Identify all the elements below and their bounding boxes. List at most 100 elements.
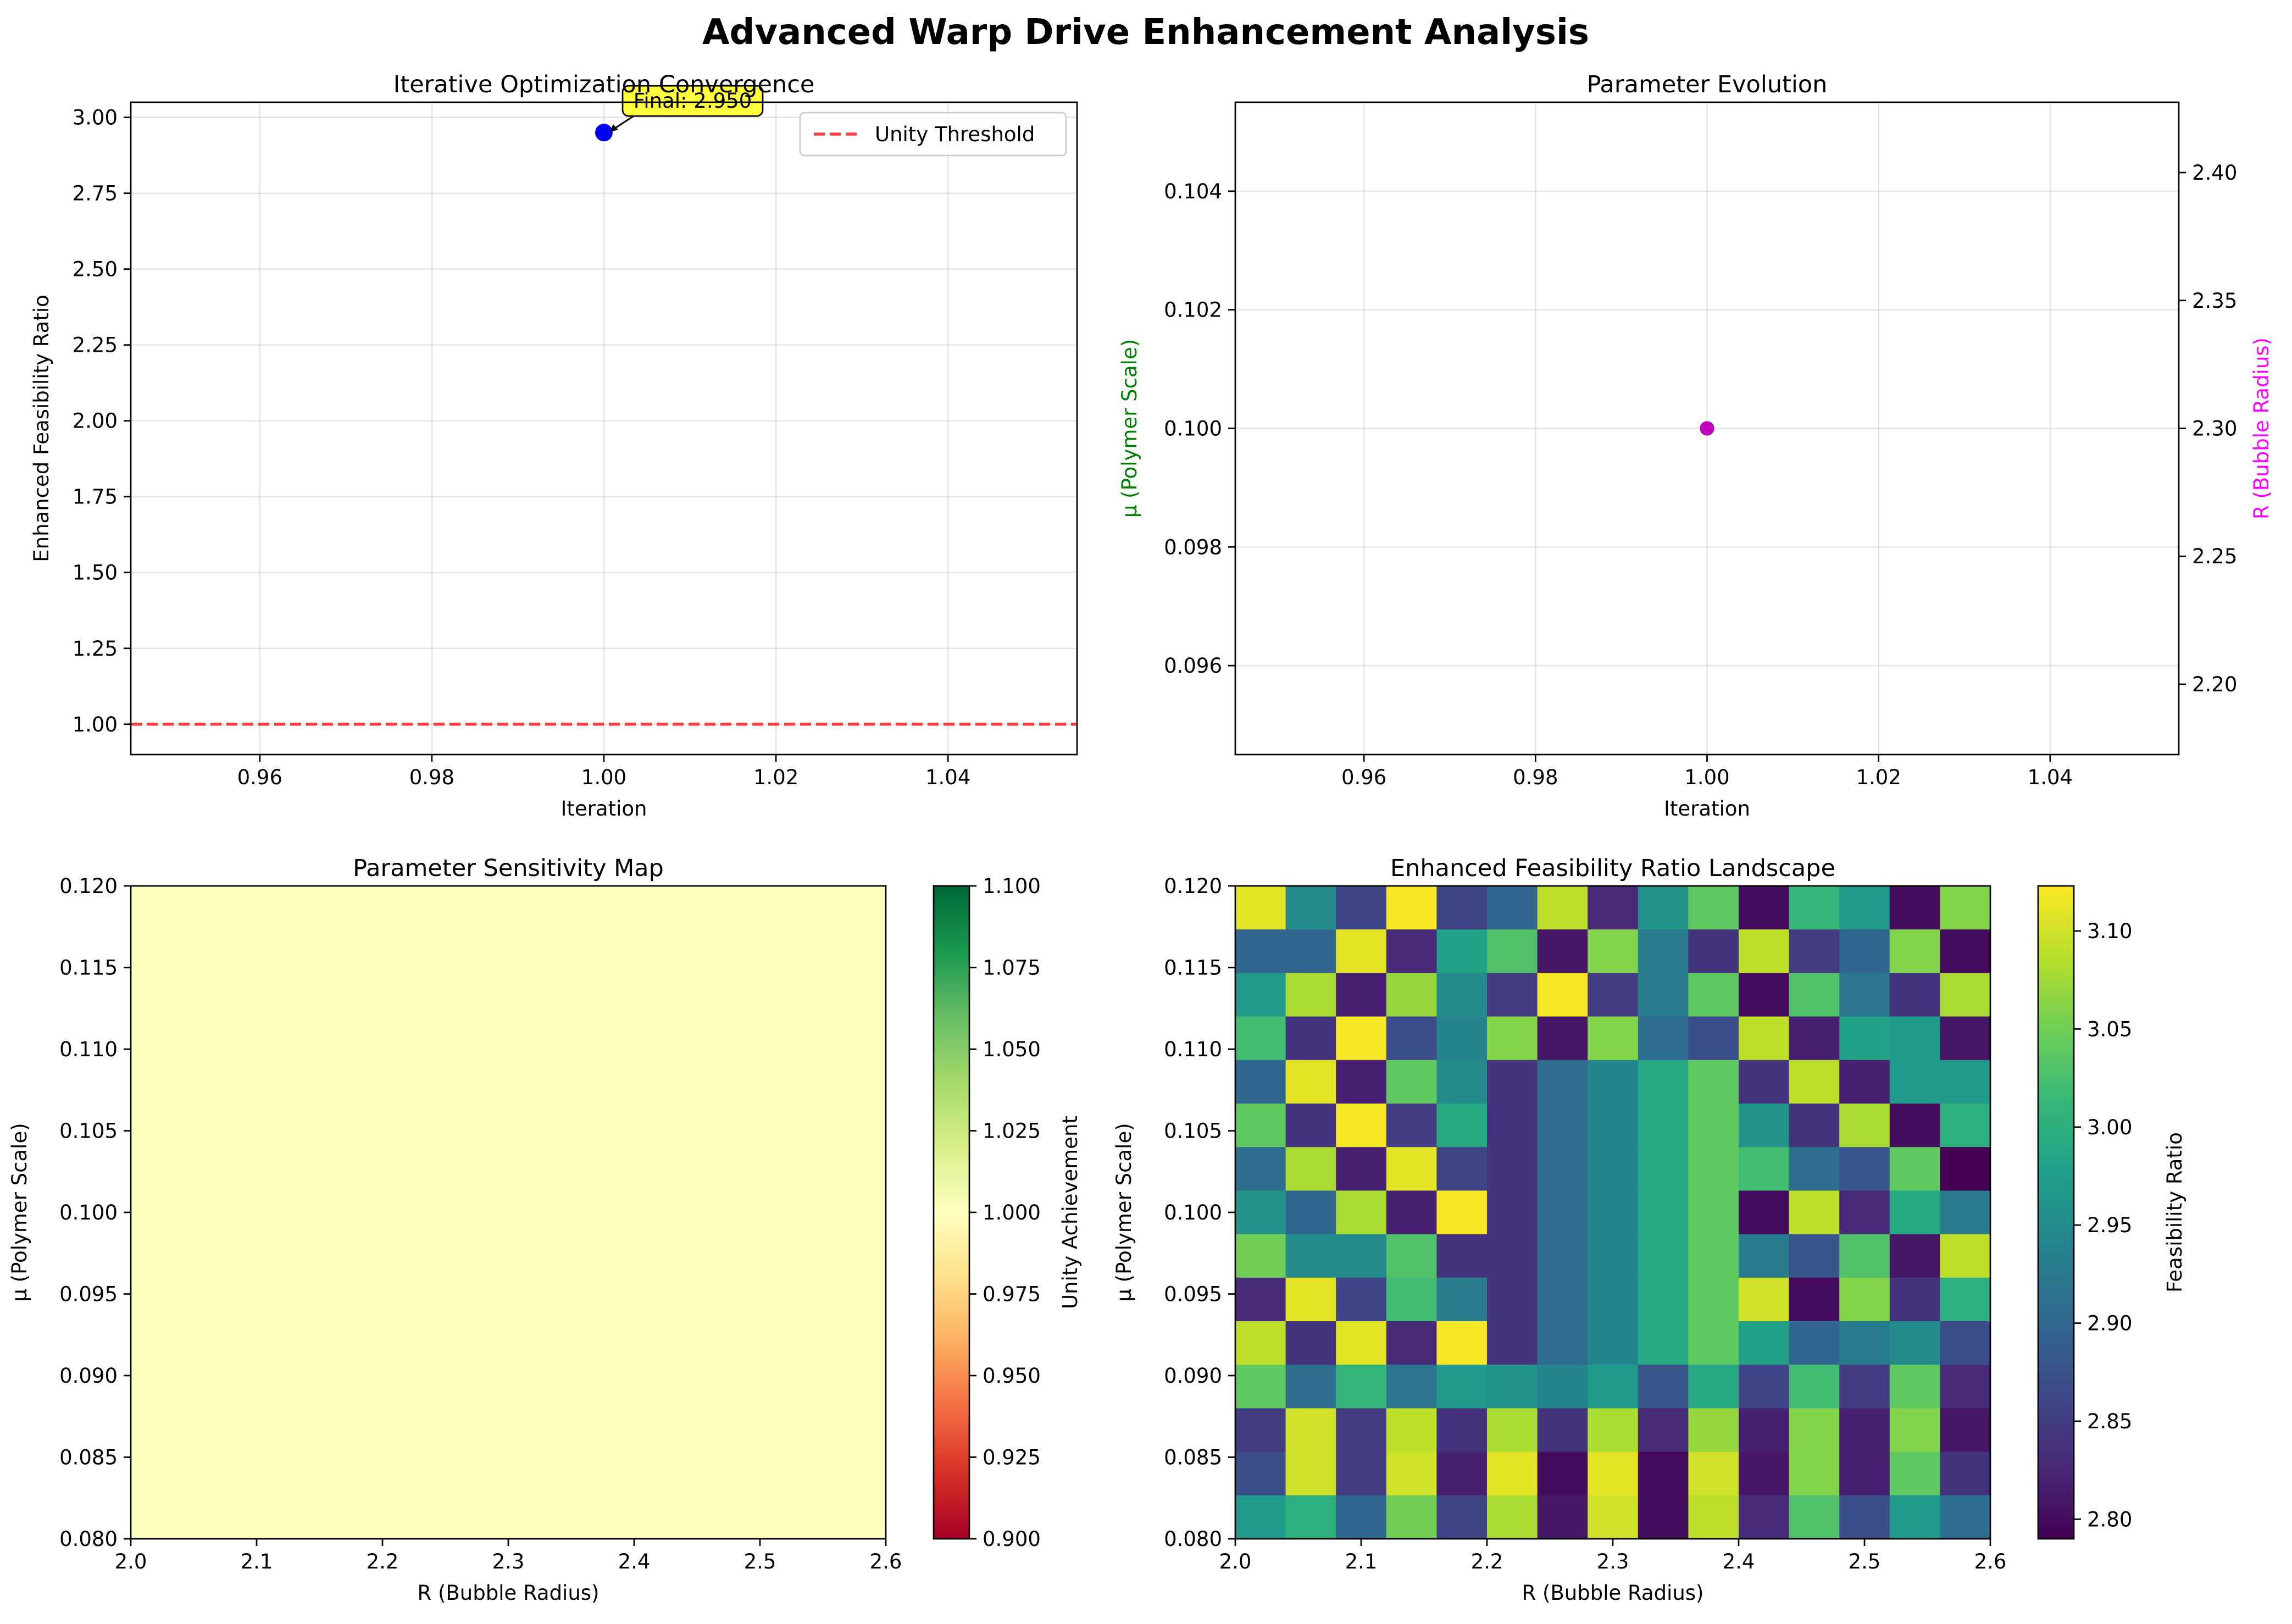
y-tick-label: 0.102 — [1164, 298, 1222, 322]
heatmap-cell — [131, 886, 886, 1539]
heatmap-cell — [1235, 1234, 1286, 1278]
heatmap-cell — [1789, 1365, 1840, 1409]
heatmap-cell — [1839, 973, 1890, 1017]
heatmap-cell — [1940, 1234, 1991, 1278]
heatmap-cell — [1487, 1321, 1538, 1365]
colorbar-label: Unity Achievement — [1058, 1116, 1082, 1309]
x-tick-label: 2.0 — [115, 1550, 147, 1573]
heatmap-cell — [1739, 929, 1790, 973]
x-tick-label: 1.02 — [753, 766, 798, 789]
colorbar-tick-label: 3.05 — [2087, 1017, 2132, 1041]
heatmap-cell — [1739, 1016, 1790, 1061]
heatmap-cell — [1889, 1147, 1940, 1191]
heatmap-cell — [1638, 1060, 1689, 1104]
heatmap-cell — [1940, 1104, 1991, 1148]
heatmap-cell — [1336, 1321, 1387, 1365]
heatmap-cell — [1386, 1190, 1437, 1235]
heatmap-cell — [1588, 973, 1639, 1017]
heatmap-cell — [1487, 929, 1538, 973]
heatmap-cell — [1285, 1451, 1336, 1496]
x-axis-label: R (Bubble Radius) — [417, 1581, 599, 1605]
y-tick-label: 0.095 — [59, 1283, 118, 1306]
colorbar-tick-label: 1.100 — [983, 874, 1041, 898]
heatmap-cell — [1386, 1016, 1437, 1061]
heatmap-cell — [1386, 1277, 1437, 1322]
evolution-chart: 0.96 0.98 1.00 1.02 1.04 Iteration 0.096 0.098 0… — [1118, 71, 2273, 821]
heatmap-cell — [1889, 929, 1940, 973]
heatmap-cell — [1386, 1321, 1437, 1365]
convergence-chart: 0.96 0.98 1.00 1.02 1.04 Iteration 1.00 1.25 1.5… — [30, 71, 1078, 821]
figure-title: Advanced Warp Drive Enhancement Analysis — [702, 12, 1589, 53]
heatmap-cell — [1235, 1408, 1286, 1453]
heatmap-cell — [1537, 1147, 1588, 1191]
x-tick-label: 2.4 — [618, 1550, 651, 1573]
y-right-axis-label: R (Bubble Radius) — [2250, 337, 2273, 519]
heatmap-cell — [1436, 886, 1488, 930]
heatmap-cell — [1386, 1365, 1437, 1409]
y-tick-label: 0.100 — [1164, 1201, 1222, 1224]
heatmap-cell — [1285, 1190, 1336, 1235]
annotation-box — [621, 85, 764, 117]
colorbar-label: Feasibility Ratio — [2163, 1132, 2186, 1293]
y-tick-label: 2.50 — [73, 258, 118, 281]
heatmap-cell — [1839, 1495, 1890, 1539]
heatmap-cell — [1789, 1060, 1840, 1104]
heatmap-cell — [1235, 1277, 1286, 1322]
heatmap-cell — [1789, 1234, 1840, 1278]
heatmap-cell — [1789, 1016, 1840, 1061]
colorbar-tick-label: 2.85 — [2087, 1410, 2132, 1433]
heatmap-cell — [1336, 1234, 1387, 1278]
heatmap-cell — [1386, 1495, 1437, 1539]
heatmap-cell — [1537, 1234, 1588, 1278]
heatmap-cell — [1285, 1060, 1336, 1104]
heatmap-cell — [1487, 1016, 1538, 1061]
colorbar-tick-label: 0.975 — [983, 1283, 1041, 1306]
heatmap-cell — [1436, 1060, 1488, 1104]
heatmap-cell — [1789, 1190, 1840, 1235]
heatmap-cell — [1839, 1104, 1890, 1148]
y-right-tick-label: 2.25 — [2192, 545, 2237, 568]
x-tick-label: 2.6 — [1974, 1550, 2007, 1573]
heatmap-cell — [1235, 929, 1286, 973]
heatmap-cell — [1235, 1365, 1286, 1409]
y-axis-label: μ (Polymer Scale) — [1112, 1123, 1136, 1301]
heatmap-cell — [1285, 1234, 1336, 1278]
heatmap-cell — [1789, 1104, 1840, 1148]
heatmap-cell — [1638, 1408, 1689, 1453]
heatmap-cell — [1336, 1190, 1387, 1235]
heatmap-cell — [1487, 1190, 1538, 1235]
heatmap-cell — [1436, 1495, 1488, 1539]
heatmap-cell — [1688, 886, 1739, 930]
heatmap-cell — [1638, 1321, 1689, 1365]
y-tick-label: 3.00 — [73, 106, 118, 130]
y-tick-label: 0.095 — [1164, 1283, 1222, 1306]
x-tick-label: 2.0 — [1219, 1550, 1252, 1573]
heatmap-cell — [1688, 1234, 1739, 1278]
heatmap-cell — [1336, 886, 1387, 930]
heatmap-cell — [1537, 1060, 1588, 1104]
heatmap-cell — [1436, 1234, 1488, 1278]
y-tick-label: 2.75 — [73, 182, 118, 206]
heatmap-cell — [1336, 1147, 1387, 1191]
heatmap-cell — [1839, 929, 1890, 973]
heatmap-cell — [1638, 1190, 1689, 1235]
y-right-tick-label: 2.20 — [2192, 673, 2237, 696]
annotation-text: Final: 2.950 — [634, 89, 752, 113]
y-tick-label: 0.105 — [59, 1119, 118, 1143]
heatmap-cell — [1739, 1277, 1790, 1322]
heatmap-cell — [1789, 1408, 1840, 1453]
heatmap-cell — [1487, 886, 1538, 930]
heatmap-cell — [1638, 1104, 1689, 1148]
heatmap-cell — [1436, 1321, 1488, 1365]
heatmap-cell — [1688, 1451, 1739, 1496]
y-axis-label: Enhanced Feasibility Ratio — [30, 295, 53, 562]
colorbar-tick-label: 2.95 — [2087, 1213, 2132, 1237]
heatmap-cell — [1889, 1016, 1940, 1061]
colorbar-tick-label: 1.050 — [983, 1038, 1041, 1061]
heatmap-cell — [1889, 1365, 1940, 1409]
heatmap-cell — [1386, 1408, 1437, 1453]
heatmap-cell — [1235, 1147, 1286, 1191]
heatmap-cell — [1638, 1016, 1689, 1061]
heatmap-cell — [1940, 929, 1991, 973]
y-tick-label: 0.110 — [59, 1038, 118, 1061]
